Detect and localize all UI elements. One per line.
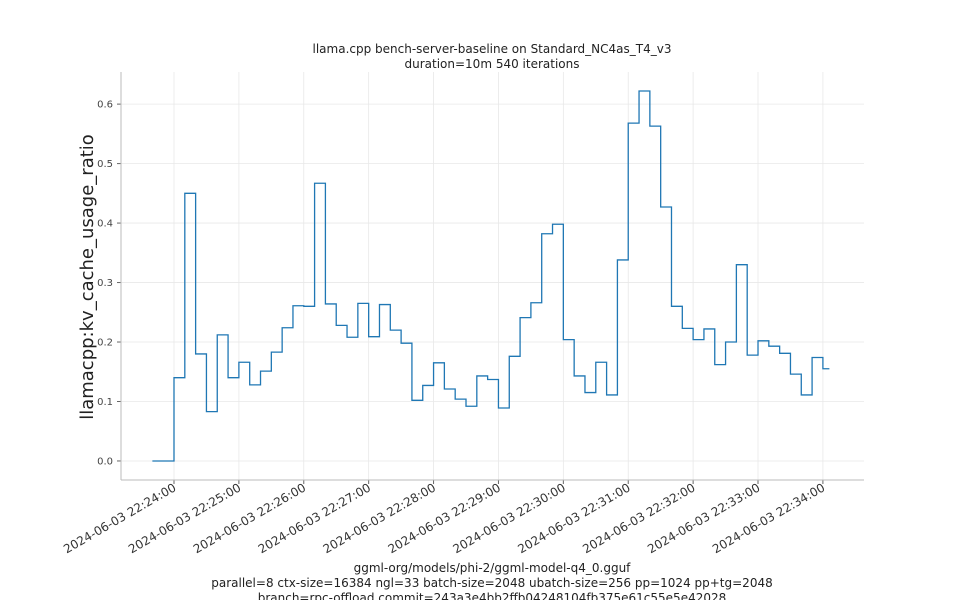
x-tick-label: 2024-06-03 22:27:00 [256, 480, 373, 556]
chart-title: llama.cpp bench-server-baseline on Stand… [313, 42, 672, 56]
y-tick-label: 0.1 [97, 397, 113, 408]
y-axis-label: llamacpp:kv_cache_usage_ratio [77, 134, 98, 420]
x-tick-label: 2024-06-03 22:31:00 [515, 480, 632, 556]
x-tick-label: 2024-06-03 22:33:00 [645, 480, 762, 556]
y-tick-label: 0.5 [97, 159, 113, 170]
x-tick-label: 2024-06-03 22:34:00 [710, 480, 827, 556]
x-tick-label: 2024-06-03 22:26:00 [191, 480, 308, 556]
x-tick-label: 2024-06-03 22:29:00 [386, 480, 503, 556]
x-tick-label: 2024-06-03 22:24:00 [61, 480, 178, 556]
y-tick-label: 0.0 [97, 456, 113, 467]
y-tick-label: 0.2 [97, 338, 113, 349]
x-tick-label: 2024-06-03 22:25:00 [126, 480, 243, 556]
x-tick-label: 2024-06-03 22:28:00 [321, 480, 438, 556]
footer-line: parallel=8 ctx-size=16384 ngl=33 batch-s… [211, 576, 772, 590]
y-tick-label: 0.6 [97, 100, 113, 111]
footer-line: branch=rpc-offload commit=243a3e4bb2ffb0… [258, 591, 727, 600]
x-tick-label: 2024-06-03 22:30:00 [450, 480, 567, 556]
x-tick-label: 2024-06-03 22:32:00 [580, 480, 697, 556]
data-line [152, 90, 830, 462]
chart-subtitle: duration=10m 540 iterations [405, 57, 580, 71]
y-tick-label: 0.4 [97, 219, 113, 230]
footer-line: ggml-org/models/phi-2/ggml-model-q4_0.gg… [354, 561, 632, 575]
y-tick-label: 0.3 [97, 278, 113, 289]
